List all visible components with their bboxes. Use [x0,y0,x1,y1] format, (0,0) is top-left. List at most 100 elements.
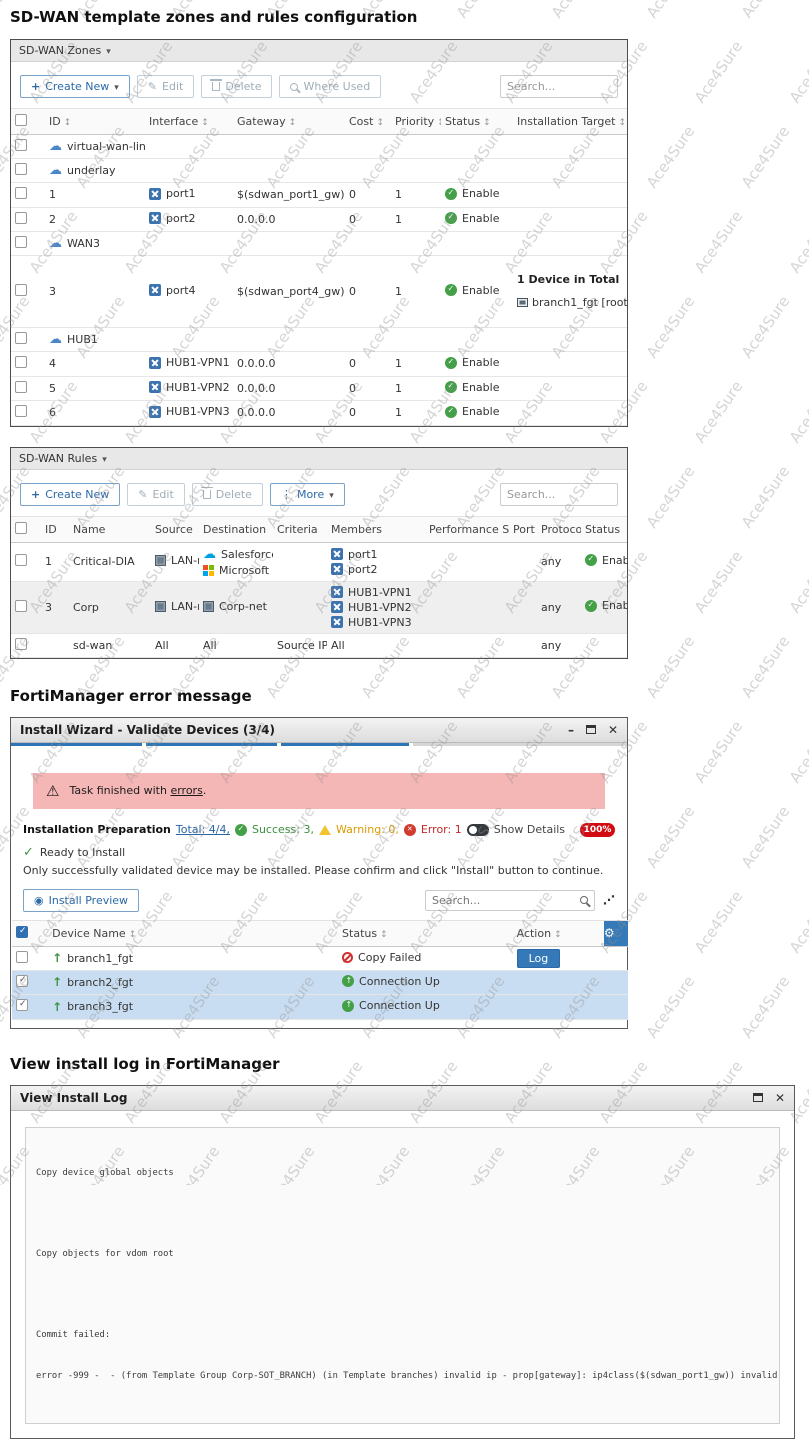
row-checkbox[interactable] [15,332,27,344]
minimize-icon[interactable] [568,724,574,736]
edit-button[interactable]: Edit [127,482,185,506]
gateway-value: 0.0.0.0 [233,376,345,401]
rules-table: ID Name Source Destination Criteria Memb… [11,515,627,658]
row-checkbox[interactable] [15,211,27,224]
row-checkbox[interactable] [15,356,27,369]
column-header-action[interactable]: Action [512,919,604,947]
column-header-gateway[interactable]: Gateway [233,108,345,135]
table-row-device: branch2_fgt Connection Up [12,970,628,995]
device-up-icon [52,951,62,965]
wizard-step-pending [413,742,627,746]
criteria-label [273,581,327,634]
connection-up-icon [342,975,355,987]
column-header-members[interactable]: Members [327,515,425,543]
rule-id: 3 [41,581,69,634]
select-all-checkbox[interactable] [15,114,27,126]
device-name: branch2_fgt [67,975,134,989]
wizard-toolbar: Install Preview [11,881,627,920]
sdwan-zones-header[interactable]: SD-WAN Zones [11,40,627,62]
column-header-id[interactable]: ID [41,515,69,543]
rules-search-input[interactable] [500,482,618,506]
where-used-button[interactable]: Where Used [279,75,382,98]
close-icon[interactable] [608,724,618,736]
column-header-performance-sla[interactable]: Performance SLA [425,515,509,543]
create-new-button[interactable]: Create New [20,75,130,98]
member-id: 6 [45,400,145,426]
chevron-down-icon [102,452,107,465]
row-checkbox[interactable] [15,405,27,418]
zones-table: ID Interface Gateway Cost Priority Statu… [11,108,627,426]
interface-icon [331,601,343,613]
row-checkbox[interactable] [16,974,28,987]
device-name: branch3_fgt [67,1000,134,1014]
total-link[interactable]: Total: 4/4, [175,823,230,836]
gear-icon [604,927,615,940]
column-header-interface[interactable]: Interface [145,108,233,135]
warning-count: Warning: 0, [335,823,399,836]
select-all-checkbox[interactable] [16,925,28,938]
criteria-label [273,542,327,582]
column-header-destination[interactable]: Destination [199,515,273,543]
column-header-cost[interactable]: Cost [345,108,391,135]
column-header-priority[interactable]: Priority [391,108,441,135]
interface-icon [331,563,343,575]
column-header-status[interactable]: Status [581,515,627,543]
row-checkbox[interactable] [15,554,27,566]
device-up-icon [52,975,62,989]
interface-icon [149,381,161,393]
device-icon [517,298,528,307]
column-header-port[interactable]: Port [509,515,537,543]
install-preview-button[interactable]: Install Preview [23,888,140,912]
column-header-criteria[interactable]: Criteria [273,515,327,543]
zone-icon [49,236,62,251]
priority-value: 1 [391,351,441,377]
maximize-icon[interactable] [585,725,596,734]
delete-button[interactable]: Delete [191,482,263,506]
select-all-checkbox[interactable] [15,521,27,534]
search-icon[interactable] [580,896,588,904]
create-new-button[interactable]: Create New [20,482,121,506]
delete-button[interactable]: Delete [201,75,273,98]
row-checkbox[interactable] [15,236,27,248]
column-settings-button[interactable] [603,919,628,947]
errors-link[interactable]: errors [170,784,203,797]
column-header-device-name[interactable]: Device Name [48,919,339,947]
plus-icon [31,80,40,93]
row-checkbox[interactable] [16,999,28,1012]
wizard-search-input[interactable] [432,893,574,907]
wizard-search-box [425,889,595,911]
show-details-toggle[interactable] [466,823,489,836]
member-id: 5 [45,376,145,401]
install-target-total: 1 Device in Total [517,273,620,286]
sdwan-rules-header[interactable]: SD-WAN Rules [11,447,627,470]
row-checkbox[interactable] [15,637,27,650]
expand-icon[interactable] [603,893,615,907]
rule-id: 1 [41,542,69,582]
criteria-label: Source IP [273,633,327,658]
column-header-installation-target[interactable]: Installation Target [513,108,627,135]
row-checkbox[interactable] [15,187,27,200]
column-header-name[interactable]: Name [69,515,151,543]
column-header-source[interactable]: Source [151,515,199,543]
zone-icon [49,163,62,178]
column-header-id[interactable]: ID [45,108,145,135]
table-row-device: branch3_fgt Connection Up [12,994,628,1020]
member-id: 3 [45,255,145,328]
interface-name: port2 [166,211,196,225]
edit-button[interactable]: Edit [136,75,195,98]
row-checkbox[interactable] [15,599,27,612]
column-header-status[interactable]: Status [441,108,513,135]
more-button[interactable]: More [269,482,345,506]
row-checkbox[interactable] [16,950,28,963]
log-button[interactable]: Log [516,948,561,968]
row-checkbox[interactable] [15,139,27,151]
row-checkbox[interactable] [15,163,27,175]
row-checkbox[interactable] [15,380,27,393]
maximize-icon[interactable] [752,1093,763,1102]
row-checkbox[interactable] [15,284,27,296]
close-icon[interactable] [775,1092,785,1104]
section-title-install-log: View install log in FortiManager [10,1054,280,1073]
column-header-protocol[interactable]: Protocol [537,515,581,543]
zones-search-input[interactable] [500,75,618,98]
column-header-status[interactable]: Status [338,919,513,947]
